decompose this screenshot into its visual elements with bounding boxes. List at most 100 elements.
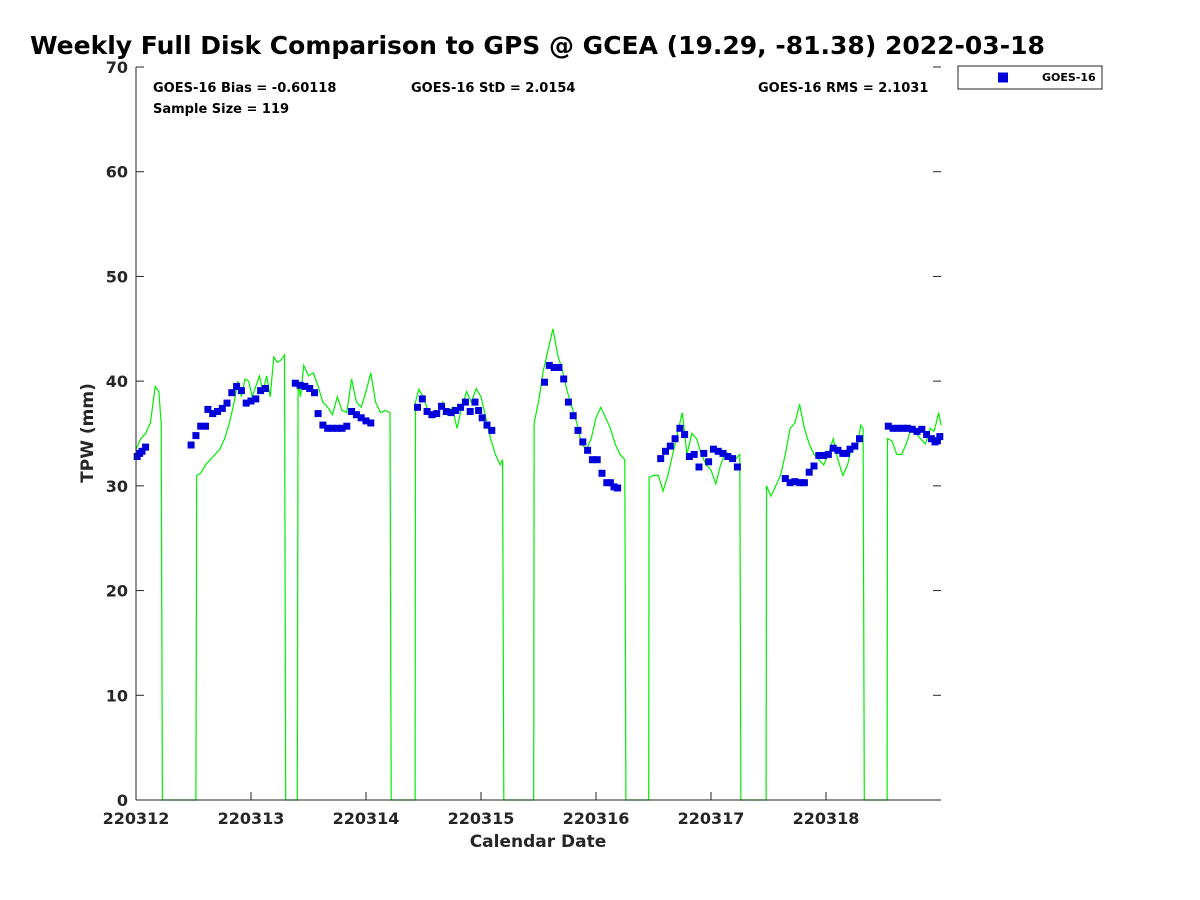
goes16-point xyxy=(197,422,205,430)
goes16-point xyxy=(913,427,921,435)
goes16-point xyxy=(483,421,491,429)
x-tick-label: 220317 xyxy=(678,809,745,828)
goes16-point xyxy=(846,445,854,453)
goes16-point xyxy=(433,410,441,418)
goes16-point xyxy=(681,431,689,438)
x-tick-label: 220312 xyxy=(103,809,170,828)
goes16-point xyxy=(908,425,916,433)
stat-std: GOES-16 StD = 2.0154 xyxy=(411,81,575,96)
goes16-point xyxy=(555,364,563,371)
x-tick-label: 220314 xyxy=(333,809,400,828)
goes16-point xyxy=(291,379,299,387)
goes16-point xyxy=(367,419,375,427)
goes16-point xyxy=(603,479,611,487)
goes16-point xyxy=(719,449,727,457)
goes16-point xyxy=(904,424,911,432)
legend-label-goes16: GOES-16 xyxy=(1042,71,1096,84)
goes16-point xyxy=(927,435,935,443)
goes16-point xyxy=(700,449,708,457)
stat-sample-size: Sample Size = 119 xyxy=(153,102,289,117)
goes16-point xyxy=(733,463,741,471)
goes16-point xyxy=(671,435,679,443)
goes16-point xyxy=(856,435,863,443)
goes16-point xyxy=(461,398,469,406)
goes16-point xyxy=(569,412,577,420)
goes16-point xyxy=(662,447,669,455)
y-tick-label: 70 xyxy=(106,58,128,77)
goes16-point xyxy=(475,407,483,414)
goes16-point xyxy=(923,431,931,438)
goes16-point xyxy=(791,478,799,486)
goes16-point xyxy=(457,403,465,411)
goes16-point xyxy=(362,417,370,425)
goes16-point xyxy=(306,385,314,392)
goes16-point xyxy=(414,403,421,411)
goes16-point xyxy=(218,404,226,412)
goes16-marker-layer xyxy=(133,361,944,492)
goes16-point xyxy=(338,424,346,432)
goes16-point xyxy=(228,389,236,397)
legend: GOES-16 xyxy=(957,65,1103,90)
goes16-point xyxy=(695,463,703,471)
goes16-point xyxy=(545,361,553,369)
goes16-point xyxy=(724,453,732,460)
goes16-point xyxy=(329,424,336,432)
goes16-point xyxy=(729,455,737,463)
goes16-point xyxy=(786,479,794,487)
goes16-point xyxy=(805,468,813,476)
goes16-point xyxy=(815,452,823,459)
goes16-point xyxy=(541,378,548,386)
goes16-point xyxy=(574,426,582,434)
legend-marker-goes16 xyxy=(998,72,1008,83)
goes16-point xyxy=(247,397,255,405)
goes16-point xyxy=(918,425,926,433)
goes16-point xyxy=(899,424,907,432)
goes16-point xyxy=(593,456,601,464)
goes16-point xyxy=(579,438,587,446)
goes16-point xyxy=(202,422,209,430)
plot-area xyxy=(133,67,944,801)
chart-title: Weekly Full Disk Comparison to GPS @ GCE… xyxy=(30,31,1045,60)
goes16-point xyxy=(796,479,804,487)
goes16-point xyxy=(564,398,572,406)
goes16-point xyxy=(614,484,622,492)
goes16-point xyxy=(842,449,850,457)
goes16-point xyxy=(192,432,200,440)
goes16-point xyxy=(598,469,606,477)
goes16-point xyxy=(348,408,356,415)
stat-bias: GOES-16 Bias = -0.60118 xyxy=(153,81,336,96)
goes16-point xyxy=(418,395,426,403)
goes16-point xyxy=(214,408,221,415)
goes16-point xyxy=(676,424,684,432)
goes16-point xyxy=(889,424,897,432)
goes16-point xyxy=(839,449,847,457)
y-axis-label: TPW (mm) xyxy=(78,383,98,483)
goes16-point xyxy=(423,408,431,415)
goes16-point xyxy=(824,450,832,458)
goes16-point xyxy=(311,389,318,397)
goes16-point xyxy=(705,458,713,466)
goes16-point xyxy=(138,447,146,455)
goes16-point xyxy=(781,475,789,482)
goes16-point xyxy=(438,402,445,410)
y-tick-label: 40 xyxy=(106,372,128,391)
goes16-point xyxy=(584,446,592,454)
goes16-point xyxy=(588,456,596,464)
plot-frame xyxy=(136,67,941,800)
goes16-point xyxy=(352,411,360,419)
y-tick-label: 30 xyxy=(106,477,128,496)
stats-annotations: GOES-16 Bias = -0.60118 GOES-16 StD = 2.… xyxy=(153,81,928,117)
goes16-point xyxy=(442,408,450,415)
goes16-point xyxy=(466,408,474,415)
x-tick-label: 220315 xyxy=(448,809,515,828)
goes16-point xyxy=(709,445,717,453)
goes16-point xyxy=(685,453,693,460)
goes16-point xyxy=(851,442,859,450)
y-tick-label: 50 xyxy=(106,267,128,286)
goes16-point xyxy=(237,387,245,395)
legend-box xyxy=(957,65,1103,90)
goes16-point xyxy=(894,424,902,432)
x-tick-label: 220316 xyxy=(563,809,630,828)
